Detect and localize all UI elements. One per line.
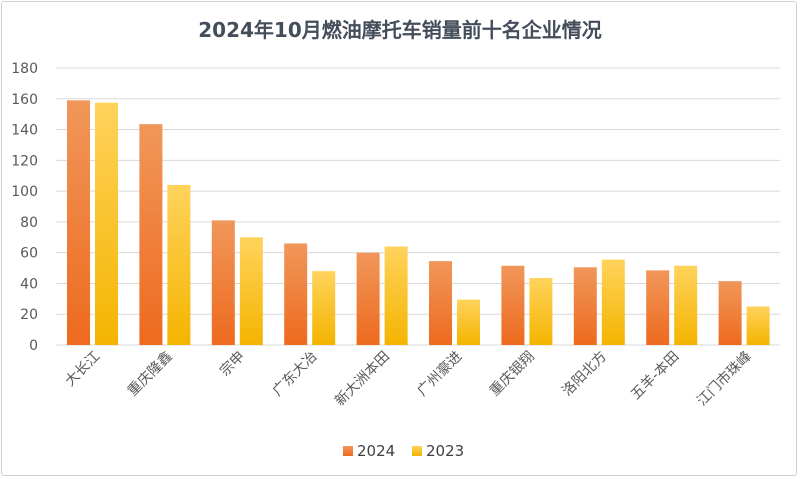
bar-2023-9 — [746, 306, 770, 345]
x-axis-labels: 大长江 重庆隆鑫 宗申 广东大冶 新大洲本田 广州豪进 重庆银翔 洛阳北方 五羊-本田 江门市珠峰 — [62, 348, 755, 410]
bar-2024-5 — [429, 261, 452, 345]
x-category-label: 重庆银翔 — [487, 349, 538, 400]
x-category-label: 大长江 — [62, 349, 103, 390]
y-tick-label: 20 — [20, 307, 38, 323]
bar-2023-2 — [239, 237, 263, 345]
bar-2024-7 — [573, 267, 597, 345]
bar-2024-0 — [67, 100, 90, 345]
x-category-label: 洛阳北方 — [559, 349, 610, 400]
x-category-label: 宗申 — [217, 349, 248, 380]
y-tick-label: 0 — [29, 338, 38, 354]
bar-2024-1 — [139, 124, 163, 346]
legend-label-2024: 2024 — [357, 442, 395, 460]
bar-2023-0 — [95, 102, 118, 345]
x-category-label: 广东大冶 — [270, 349, 321, 400]
x-category-label: 重庆隆鑫 — [124, 348, 176, 400]
bar-2024-6 — [501, 265, 525, 345]
x-category-label: 江门市珠峰 — [693, 348, 755, 410]
bar-2023-5 — [457, 299, 480, 345]
bar-2023-6 — [529, 278, 553, 345]
y-tick-label: 160 — [11, 92, 38, 108]
y-tick-label: 180 — [11, 61, 38, 77]
bar-2023-7 — [601, 259, 625, 345]
bar-2024-2 — [211, 220, 235, 345]
bar-2024-9 — [718, 281, 742, 345]
y-axis-ticks: 0 20 40 60 80 100 120 140 160 180 — [11, 61, 38, 354]
y-tick-label: 100 — [11, 184, 38, 200]
bar-2024-3 — [284, 243, 308, 345]
bar-2023-4 — [384, 246, 408, 345]
x-category-label: 五羊-本田 — [628, 349, 682, 403]
bars — [67, 100, 770, 346]
bar-2024-4 — [356, 252, 380, 345]
legend-swatch-2023 — [412, 446, 422, 456]
y-tick-label: 120 — [11, 153, 38, 169]
bar-2024-8 — [646, 270, 670, 345]
gridlines — [56, 67, 780, 346]
legend-swatch-2024 — [343, 446, 353, 456]
legend: 2024 2023 — [343, 442, 464, 460]
x-category-label: 广州豪进 — [414, 349, 465, 400]
x-category-label: 新大洲本田 — [332, 349, 393, 410]
y-tick-label: 80 — [20, 215, 38, 231]
bar-2023-1 — [167, 184, 191, 345]
legend-label-2023: 2023 — [426, 442, 464, 460]
chart-title: 2024年10月燃油摩托车销量前十名企业情况 — [198, 18, 602, 42]
bar-2023-3 — [312, 271, 336, 345]
y-tick-label: 40 — [20, 276, 38, 292]
y-tick-label: 140 — [11, 123, 38, 139]
y-tick-label: 60 — [20, 246, 38, 262]
bar-2023-8 — [674, 265, 698, 345]
